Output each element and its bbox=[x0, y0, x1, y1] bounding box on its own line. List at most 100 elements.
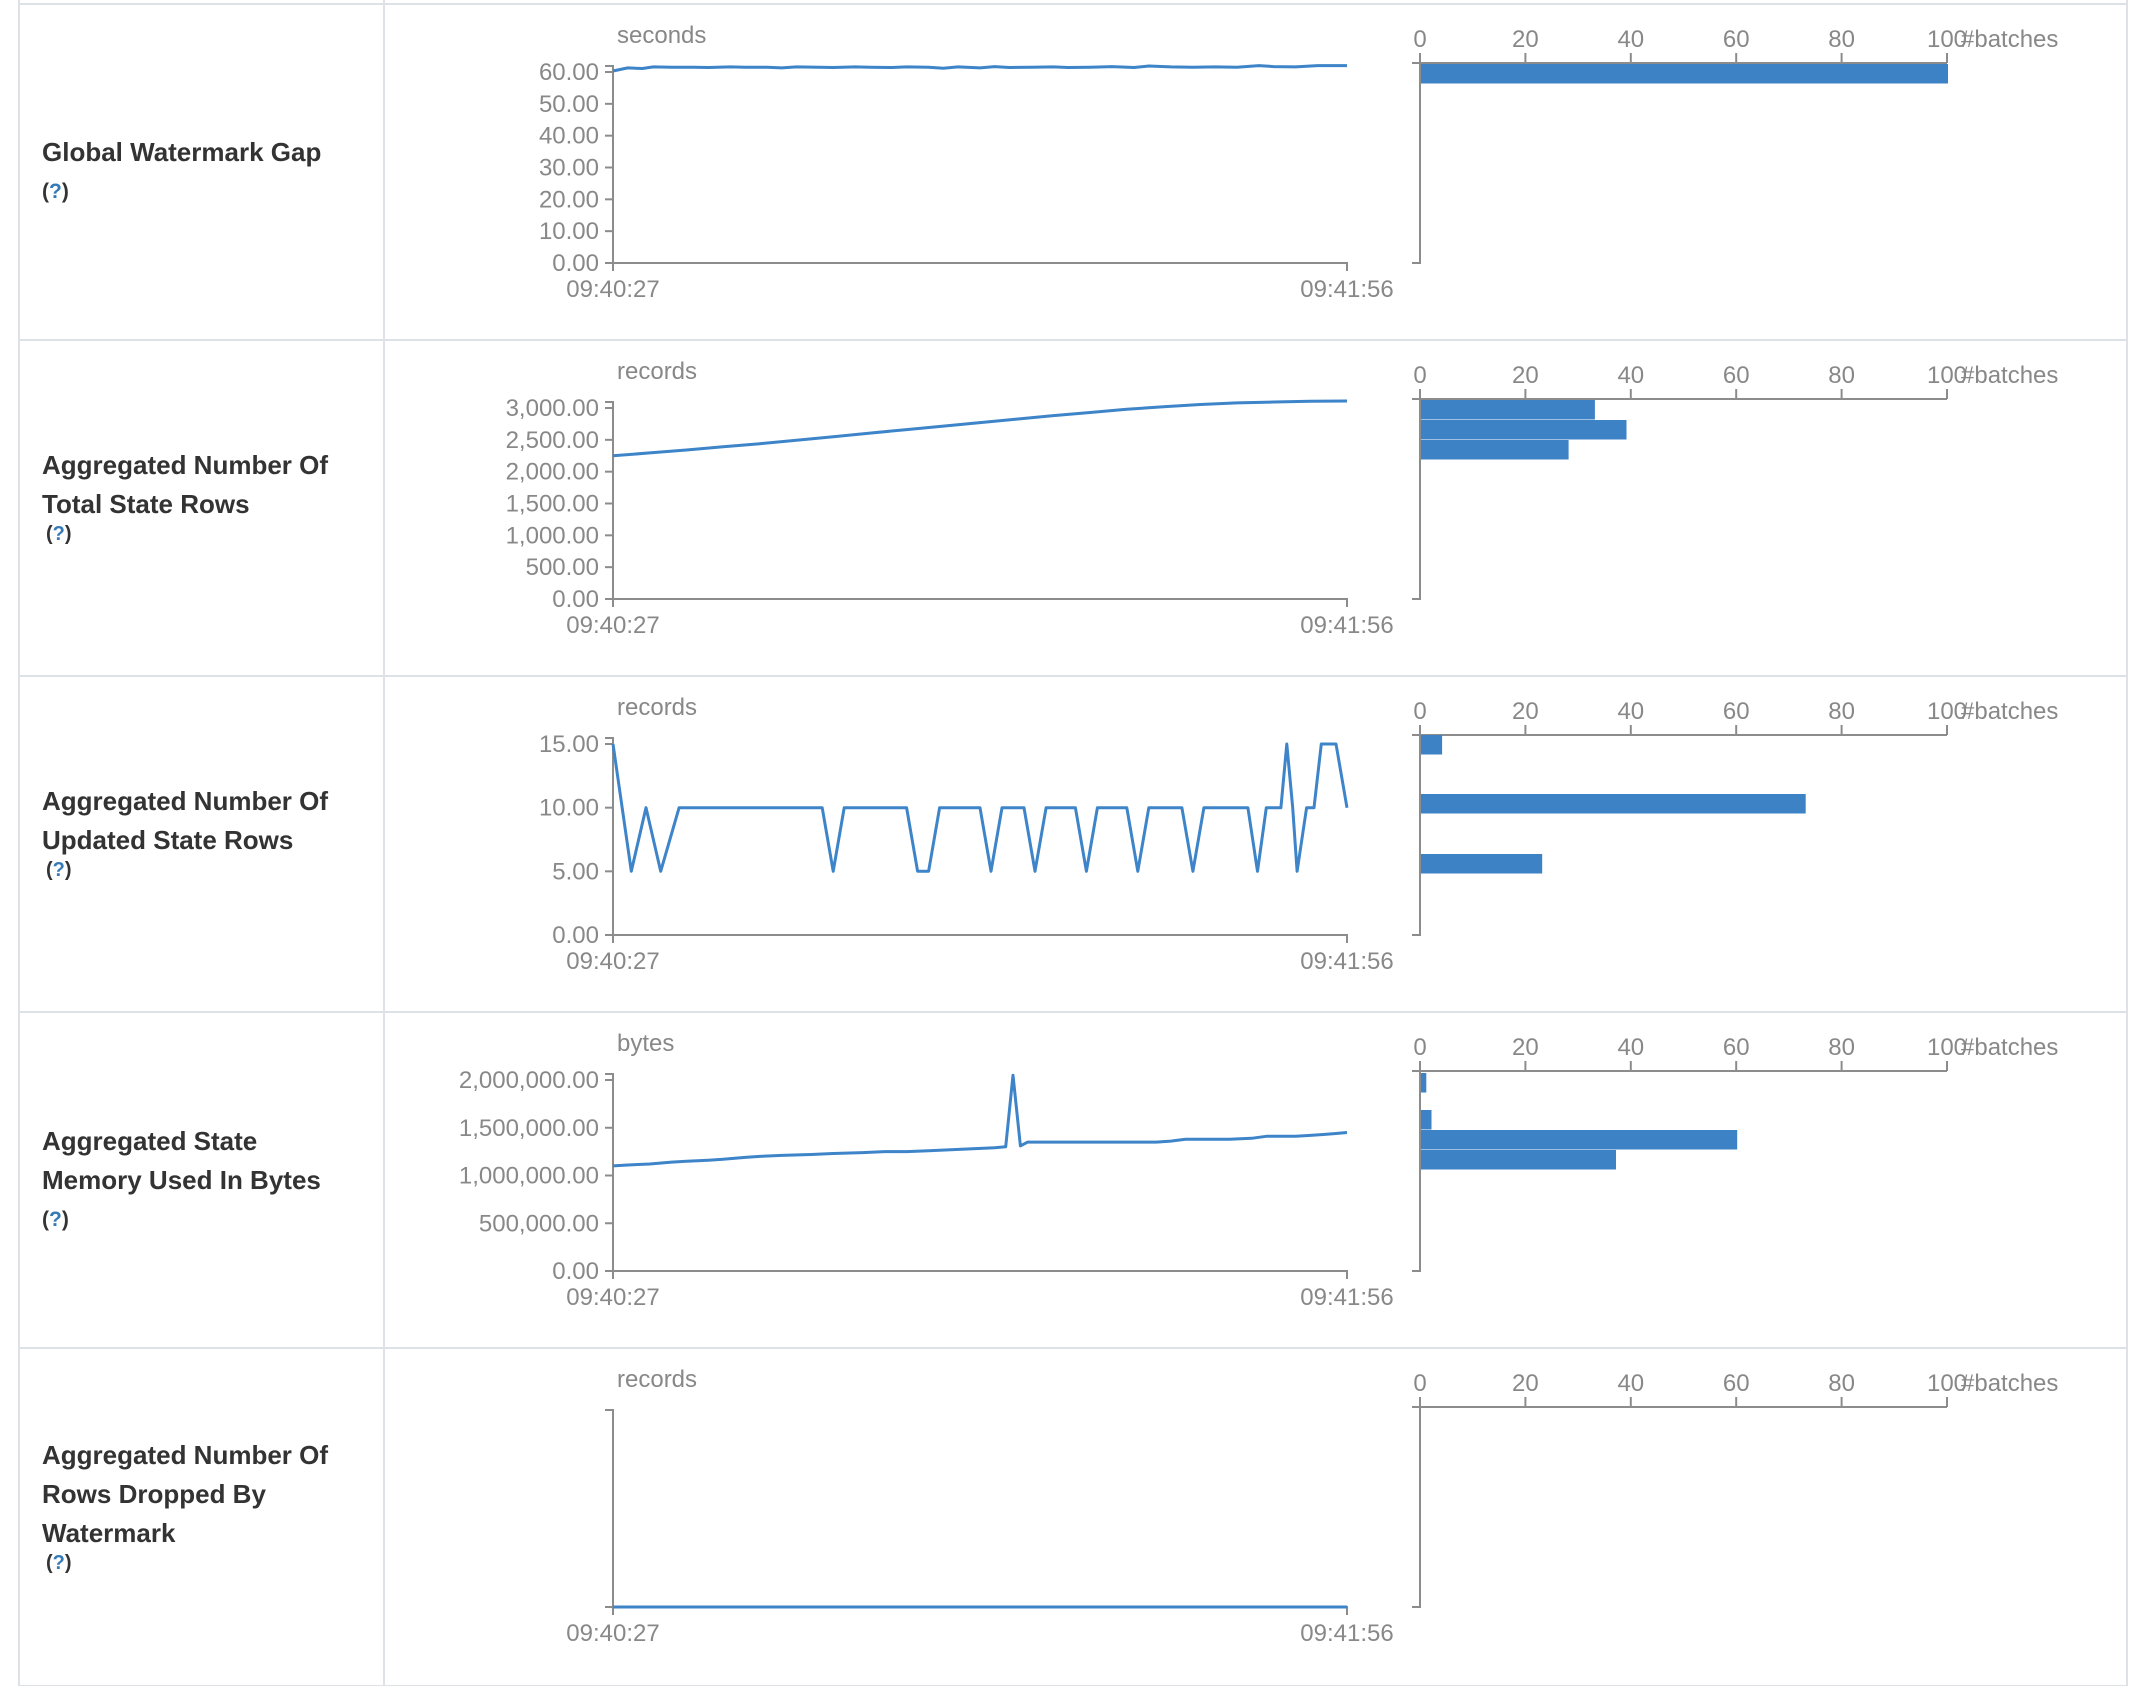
histogram-tick-label: 40 bbox=[1617, 26, 1644, 53]
help-tooltip-link[interactable]: (?) bbox=[46, 859, 72, 881]
x-axis-end-time-label: 09:41:56 bbox=[1300, 276, 1393, 303]
help-open-paren: ( bbox=[46, 859, 53, 882]
histogram-bar bbox=[1421, 400, 1595, 420]
histogram-tick-label: 0 bbox=[1413, 1370, 1426, 1397]
help-close-paren: ) bbox=[64, 1551, 72, 1574]
y-tick-label: 30.00 bbox=[539, 155, 599, 182]
timeline-unit-label: records bbox=[617, 694, 697, 721]
help-open-paren: ( bbox=[46, 1551, 53, 1574]
histogram-chart: 0 20 40 60 80 100#batches bbox=[1412, 1034, 2058, 1272]
metric-label-line: Aggregated Number Of bbox=[42, 786, 329, 817]
help-open-paren: ( bbox=[42, 1207, 49, 1231]
timeline-chart: records 09:40:27 09:41:56 bbox=[566, 1366, 1393, 1647]
y-tick-label: 5.00 bbox=[552, 858, 599, 885]
histogram-tick-label: 40 bbox=[1617, 362, 1644, 389]
charts-cell: bytes 2,000,000.00 1,500,000.00 1,000,000.0… bbox=[385, 1013, 2126, 1347]
histogram-tick-label: 20 bbox=[1512, 26, 1539, 53]
histogram-tick-label: 20 bbox=[1512, 1034, 1539, 1061]
help-tooltip-link[interactable]: (?) bbox=[46, 1552, 72, 1574]
histogram-tick-label: 100 bbox=[1927, 698, 1967, 725]
help-tooltip-link[interactable]: (?) bbox=[42, 1200, 365, 1239]
timeline-line bbox=[612, 399, 1348, 458]
metric-label-cell: Aggregated Number Of Updated State Rows (?… bbox=[20, 677, 385, 1011]
histogram-bar bbox=[1421, 854, 1543, 874]
timeline-histogram-chart: records 3,000.00 2,500.00 2,000.00 1,500.00 1… bbox=[506, 358, 2059, 639]
histogram-bar bbox=[1421, 420, 1627, 440]
timeline-y-axis bbox=[605, 65, 614, 264]
help-question-icon[interactable]: ? bbox=[52, 523, 65, 546]
help-question-icon[interactable]: ? bbox=[52, 1551, 65, 1574]
histogram-chart: 0 20 40 60 80 100#batches bbox=[1412, 698, 2058, 936]
histogram-tick-label: 100 bbox=[1927, 1034, 1967, 1061]
timeline-chart: records 3,000.00 2,500.00 2,000.00 1,500.00 1… bbox=[506, 358, 1394, 639]
histogram-tick-label: 80 bbox=[1828, 698, 1855, 725]
timeline-y-axis bbox=[605, 737, 614, 936]
histogram-bar bbox=[1421, 440, 1569, 460]
help-tooltip-link[interactable]: (?) bbox=[42, 172, 365, 211]
timeline-x-axis bbox=[612, 598, 1348, 607]
metric-label-line: Total State Rows bbox=[42, 489, 250, 520]
histogram-unit-label: #batches bbox=[1961, 1370, 2058, 1397]
metric-label-line-wrap: Total State Rows (?) bbox=[42, 485, 365, 570]
y-tick-label: 500.00 bbox=[526, 554, 599, 581]
timeline-line bbox=[611, 742, 1349, 873]
table-border-stub-middle bbox=[383, 0, 385, 3]
x-axis-start-time-label: 09:40:27 bbox=[566, 948, 659, 975]
y-tick-label: 3,000.00 bbox=[506, 395, 599, 422]
histogram-tick-label: 80 bbox=[1828, 1370, 1855, 1397]
metric-label-cell: Global Watermark Gap (?) bbox=[20, 5, 385, 339]
histogram-y-axis bbox=[1412, 1070, 1421, 1272]
x-axis-start-time-label: 09:40:27 bbox=[566, 1620, 659, 1647]
histogram-bar bbox=[1421, 1150, 1616, 1170]
help-close-paren: ) bbox=[64, 523, 72, 546]
timeline-unit-label: bytes bbox=[617, 1030, 674, 1057]
y-tick-label: 2,000,000.00 bbox=[459, 1067, 599, 1094]
timeline-unit-label: seconds bbox=[617, 22, 706, 49]
y-tick-label: 60.00 bbox=[539, 59, 599, 86]
histogram-unit-label: #batches bbox=[1961, 1034, 2058, 1061]
x-axis-start-time-label: 09:40:27 bbox=[566, 1284, 659, 1311]
x-axis-start-time-label: 09:40:27 bbox=[566, 612, 659, 639]
histogram-tick-label: 60 bbox=[1723, 1370, 1750, 1397]
metric-label-line-wrap: Updated State Rows (?) bbox=[42, 821, 365, 906]
y-tick-label: 1,000,000.00 bbox=[459, 1163, 599, 1190]
help-question-icon[interactable]: ? bbox=[49, 1207, 62, 1231]
histogram-chart: 0 20 40 60 80 100#batches bbox=[1412, 26, 2058, 264]
y-tick-label: 2,000.00 bbox=[506, 459, 599, 486]
help-question-icon[interactable]: ? bbox=[52, 859, 65, 882]
histogram-tick-label: 100 bbox=[1927, 362, 1967, 389]
y-tick-label: 0.00 bbox=[552, 586, 599, 613]
metric-row: Aggregated State Memory Used In Bytes (?) b… bbox=[20, 1013, 2126, 1349]
y-tick-label: 10.00 bbox=[539, 795, 599, 822]
y-tick-label: 0.00 bbox=[552, 250, 599, 277]
histogram-tick-label: 100 bbox=[1927, 26, 1967, 53]
metric-label-line: Updated State Rows bbox=[42, 825, 294, 856]
y-tick-label: 2,500.00 bbox=[506, 427, 599, 454]
metric-label-cell: Aggregated Number Of Rows Dropped By Water… bbox=[20, 1349, 385, 1685]
metric-row: Aggregated Number Of Total State Rows (?) r… bbox=[20, 341, 2126, 677]
histogram-tick-label: 20 bbox=[1512, 362, 1539, 389]
metric-label-line: Memory Used In Bytes bbox=[42, 1164, 321, 1195]
y-tick-label: 1,500,000.00 bbox=[459, 1115, 599, 1142]
histogram-tick-label: 80 bbox=[1828, 362, 1855, 389]
y-tick-label: 1,000.00 bbox=[506, 522, 599, 549]
histogram-tick-label: 0 bbox=[1413, 26, 1426, 53]
help-question-icon[interactable]: ? bbox=[49, 180, 62, 203]
timeline-y-axis bbox=[605, 1409, 614, 1608]
timeline-unit-label: records bbox=[617, 358, 697, 385]
histogram-chart: 0 20 40 60 80 100#batches bbox=[1412, 1370, 2058, 1608]
histogram-tick-label: 60 bbox=[1723, 26, 1750, 53]
help-tooltip-link[interactable]: (?) bbox=[46, 523, 72, 545]
histogram-unit-label: #batches bbox=[1961, 362, 2058, 389]
timeline-y-axis bbox=[605, 401, 614, 600]
histogram-unit-label: #batches bbox=[1961, 698, 2058, 725]
help-close-paren: ) bbox=[64, 859, 72, 882]
histogram-tick-label: 20 bbox=[1512, 698, 1539, 725]
metric-label-cell: Aggregated State Memory Used In Bytes (?) bbox=[20, 1013, 385, 1347]
metric-label-line: Watermark bbox=[42, 1517, 176, 1548]
x-axis-end-time-label: 09:41:56 bbox=[1300, 948, 1393, 975]
charts-cell: records 3,000.00 2,500.00 2,000.00 1,500.00 1… bbox=[385, 341, 2126, 675]
histogram-bar bbox=[1421, 735, 1443, 755]
y-tick-label: 0.00 bbox=[552, 922, 599, 949]
